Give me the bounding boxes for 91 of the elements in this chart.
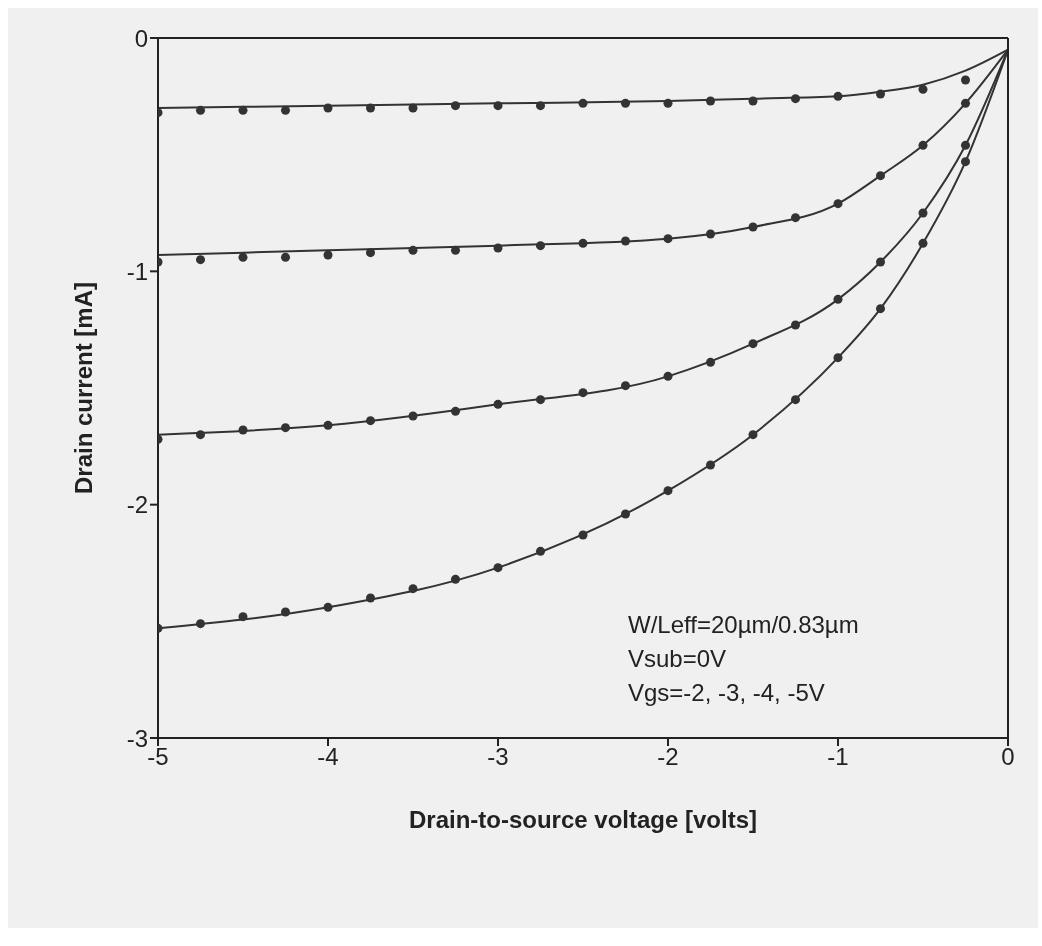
point	[705, 229, 716, 239]
point	[748, 430, 758, 440]
point	[578, 530, 588, 540]
point	[875, 171, 886, 181]
point	[535, 101, 546, 111]
x-axis-title: Drain-to-source voltage [volts]	[408, 806, 758, 833]
point	[535, 546, 546, 556]
annotation: W/Leff=20µm/0.83µm	[628, 610, 859, 640]
point	[875, 304, 886, 314]
point	[535, 395, 546, 405]
point	[195, 105, 206, 115]
point	[323, 420, 333, 430]
point	[875, 257, 886, 267]
annotation: Vgs=-2, -3, -4, -5V	[628, 678, 826, 708]
point	[960, 140, 971, 150]
y-axis-title: Drain current [mA]	[69, 281, 97, 495]
point	[663, 371, 673, 381]
point	[790, 213, 801, 223]
point	[238, 425, 248, 435]
point	[195, 619, 206, 629]
point	[365, 416, 376, 426]
x-tick-label: -2	[657, 743, 679, 771]
x-tick-label: -4	[317, 743, 339, 771]
point	[323, 602, 333, 612]
point	[280, 423, 291, 433]
point	[748, 96, 758, 106]
point	[408, 245, 418, 255]
point	[493, 243, 503, 253]
y-tick-label: -1	[126, 257, 148, 285]
point	[960, 98, 971, 108]
point	[620, 509, 631, 519]
point	[833, 353, 843, 363]
point	[875, 89, 886, 99]
point	[450, 245, 461, 255]
point	[960, 157, 971, 167]
point	[195, 255, 206, 265]
point	[365, 103, 376, 113]
point	[450, 101, 461, 111]
point	[280, 607, 291, 617]
point	[578, 238, 588, 248]
point	[960, 75, 971, 85]
point	[323, 250, 333, 260]
point	[238, 105, 248, 115]
point	[663, 234, 673, 244]
point	[663, 486, 673, 496]
point	[705, 96, 716, 106]
point	[280, 105, 291, 115]
point	[790, 94, 801, 104]
point	[493, 101, 503, 111]
point	[450, 574, 461, 584]
point	[790, 320, 801, 330]
point	[195, 430, 206, 440]
point	[663, 98, 673, 108]
x-tick-label: -1	[827, 743, 849, 771]
point	[408, 411, 418, 421]
x-tick-label: 0	[1001, 743, 1015, 771]
point	[493, 399, 503, 409]
point	[408, 103, 418, 113]
point	[918, 208, 928, 218]
y-tick-label: 0	[134, 24, 148, 52]
point	[705, 357, 716, 367]
point	[620, 236, 631, 246]
point	[493, 563, 503, 573]
point	[408, 584, 418, 594]
annotation: Vsub=0V	[628, 644, 728, 674]
point	[833, 199, 843, 209]
point	[323, 103, 333, 113]
point	[748, 222, 758, 232]
y-tick-label: -3	[126, 724, 148, 752]
point	[833, 91, 843, 101]
point	[238, 612, 248, 622]
point	[535, 241, 546, 251]
point	[280, 252, 291, 262]
point	[790, 395, 801, 405]
point	[748, 339, 758, 349]
point	[918, 84, 928, 94]
point	[578, 98, 588, 108]
point	[365, 248, 376, 258]
point	[450, 406, 461, 416]
point	[238, 252, 248, 262]
x-tick-label: -5	[147, 743, 169, 771]
point	[620, 98, 631, 108]
y-tick-label: -2	[126, 491, 148, 519]
point	[705, 460, 716, 470]
point	[578, 388, 588, 398]
point	[918, 140, 928, 150]
point	[365, 593, 376, 603]
x-tick-label: -3	[487, 743, 509, 771]
point	[918, 238, 928, 248]
point	[833, 294, 843, 304]
point	[620, 381, 631, 391]
